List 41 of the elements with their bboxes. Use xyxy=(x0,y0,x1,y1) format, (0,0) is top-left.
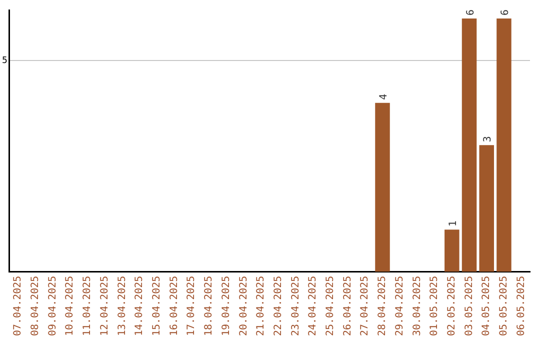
x-tick-label: 19.04.2025 xyxy=(220,276,232,336)
data-label: 6 xyxy=(500,9,511,16)
x-tick-label: 03.05.2025 xyxy=(464,276,475,336)
x-tick-label: 30.04.2025 xyxy=(412,276,423,336)
x-tick-label: 23.04.2025 xyxy=(290,276,302,336)
data-label: 1 xyxy=(448,220,459,227)
x-tick-label: 14.04.2025 xyxy=(134,276,146,336)
x-tick-label: 20.04.2025 xyxy=(238,276,250,336)
data-label: 3 xyxy=(482,136,494,142)
x-tick-label: 18.04.2025 xyxy=(204,276,215,336)
x-tick-label: 02.05.2025 xyxy=(446,276,458,336)
x-tick-label: 16.04.2025 xyxy=(168,276,180,336)
x-tick-label: 15.04.2025 xyxy=(152,276,163,336)
x-tick-label: 26.04.2025 xyxy=(342,276,354,336)
x-tick-label: 12.04.2025 xyxy=(99,276,110,336)
y-tick-label: 5 xyxy=(2,56,8,66)
x-tick-label: 13.04.2025 xyxy=(116,276,128,336)
x-tick-label: 01.05.2025 xyxy=(429,276,440,336)
x-tick-label: 21.04.2025 xyxy=(256,276,267,336)
x-tick-label: 24.04.2025 xyxy=(308,276,319,336)
x-tick-label: 09.04.2025 xyxy=(47,276,58,336)
x-tick-label: 10.04.2025 xyxy=(64,276,76,336)
bar xyxy=(462,18,477,272)
x-tick-label: 29.04.2025 xyxy=(394,276,406,336)
x-tick-label: 05.05.2025 xyxy=(498,276,510,336)
bar xyxy=(444,230,460,272)
x-tick-label: 04.05.2025 xyxy=(481,276,492,336)
data-label: 6 xyxy=(465,9,476,16)
x-tick-label: 22.04.2025 xyxy=(272,276,284,336)
bar xyxy=(496,18,512,272)
x-tick-label: 07.04.2025 xyxy=(12,276,24,336)
x-tick-label: 25.04.2025 xyxy=(325,276,336,336)
x-tick-label: 28.04.2025 xyxy=(377,276,388,336)
data-label: 4 xyxy=(378,94,390,100)
x-tick-label: 06.05.2025 xyxy=(516,276,527,336)
x-tick-label: 08.04.2025 xyxy=(30,276,42,336)
x-tick-label: 11.04.2025 xyxy=(82,276,94,336)
x-tick-label: 27.04.2025 xyxy=(360,276,371,336)
bar xyxy=(479,145,494,272)
bar xyxy=(375,102,390,272)
x-tick-label: 17.04.2025 xyxy=(186,276,198,336)
